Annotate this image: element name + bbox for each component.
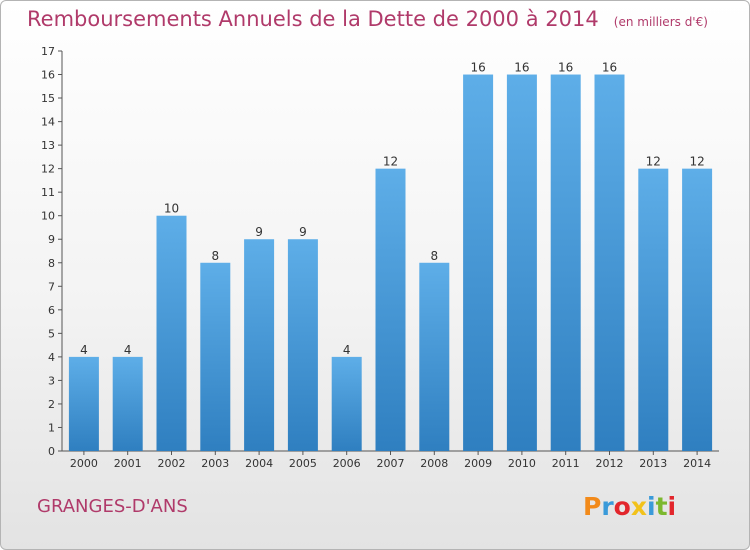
logo-letter: t xyxy=(656,492,668,521)
y-tick-label: 1 xyxy=(48,421,55,434)
y-tick-label: 8 xyxy=(48,257,55,270)
data-label: 10 xyxy=(164,202,179,216)
data-label: 12 xyxy=(689,155,704,169)
bar xyxy=(682,168,713,451)
y-tick-label: 16 xyxy=(41,69,55,82)
x-tick-label: 2008 xyxy=(420,457,448,470)
x-tick-label: 2004 xyxy=(245,457,273,470)
y-tick-label: 11 xyxy=(41,186,55,199)
chart-header: Remboursements Annuels de la Dette de 20… xyxy=(27,7,708,31)
bar xyxy=(506,74,537,451)
bar xyxy=(375,168,406,451)
logo-letter: P xyxy=(583,492,601,521)
bar xyxy=(200,262,231,451)
logo-letter: x xyxy=(631,492,647,521)
x-tick-label: 2002 xyxy=(158,457,186,470)
x-tick-label: 2012 xyxy=(596,457,624,470)
y-tick-label: 6 xyxy=(48,304,55,317)
data-label: 12 xyxy=(646,155,661,169)
bar xyxy=(156,215,187,451)
x-tick-label: 2011 xyxy=(552,457,580,470)
bar xyxy=(287,239,318,451)
bar xyxy=(68,356,99,451)
y-tick-label: 7 xyxy=(48,280,55,293)
data-label: 8 xyxy=(430,249,438,263)
data-label: 4 xyxy=(80,343,88,357)
logo-letter: i xyxy=(647,492,656,521)
data-label: 9 xyxy=(299,225,307,239)
chart-title: Remboursements Annuels de la Dette de 20… xyxy=(27,7,599,31)
bar xyxy=(112,356,143,451)
x-tick-label: 2001 xyxy=(114,457,142,470)
x-tick-label: 2006 xyxy=(333,457,361,470)
data-label: 16 xyxy=(558,61,573,75)
x-tick-label: 2007 xyxy=(377,457,405,470)
logo-letter: o xyxy=(614,492,631,521)
bar xyxy=(638,168,669,451)
chart-unit: (en milliers d'€) xyxy=(613,15,708,29)
logo-letter: r xyxy=(601,492,614,521)
y-tick-label: 14 xyxy=(41,116,55,129)
x-tick-label: 2005 xyxy=(289,457,317,470)
x-tick-label: 2009 xyxy=(464,457,492,470)
y-tick-label: 0 xyxy=(48,445,55,458)
x-tick-label: 2014 xyxy=(683,457,711,470)
bar xyxy=(331,356,362,451)
svg-text:Proxiti: Proxiti xyxy=(583,492,676,521)
y-tick-label: 5 xyxy=(48,327,55,340)
data-label: 16 xyxy=(514,61,529,75)
logo-letter: i xyxy=(668,492,677,521)
y-tick-label: 10 xyxy=(41,210,55,223)
data-label: 8 xyxy=(211,249,219,263)
bar xyxy=(419,262,450,451)
x-tick-label: 2000 xyxy=(70,457,98,470)
data-label: 16 xyxy=(602,61,617,75)
data-label: 4 xyxy=(124,343,132,357)
data-label: 12 xyxy=(383,155,398,169)
y-tick-label: 12 xyxy=(41,163,55,176)
y-tick-label: 9 xyxy=(48,233,55,246)
y-tick-label: 17 xyxy=(41,45,55,58)
y-tick-label: 15 xyxy=(41,92,55,105)
x-tick-label: 2010 xyxy=(508,457,536,470)
y-tick-label: 2 xyxy=(48,398,55,411)
proxiti-logo: Proxiti xyxy=(583,492,676,521)
y-tick-label: 13 xyxy=(41,139,55,152)
bar xyxy=(550,74,581,451)
bar xyxy=(594,74,625,451)
data-label: 16 xyxy=(470,61,485,75)
commune-name: GRANGES-D'ANS xyxy=(37,496,188,517)
data-label: 4 xyxy=(343,343,351,357)
data-label: 9 xyxy=(255,225,263,239)
x-tick-label: 2003 xyxy=(201,457,229,470)
bar xyxy=(463,74,494,451)
y-tick-label: 4 xyxy=(48,351,55,364)
y-tick-label: 3 xyxy=(48,374,55,387)
x-tick-label: 2013 xyxy=(639,457,667,470)
bar xyxy=(244,239,275,451)
